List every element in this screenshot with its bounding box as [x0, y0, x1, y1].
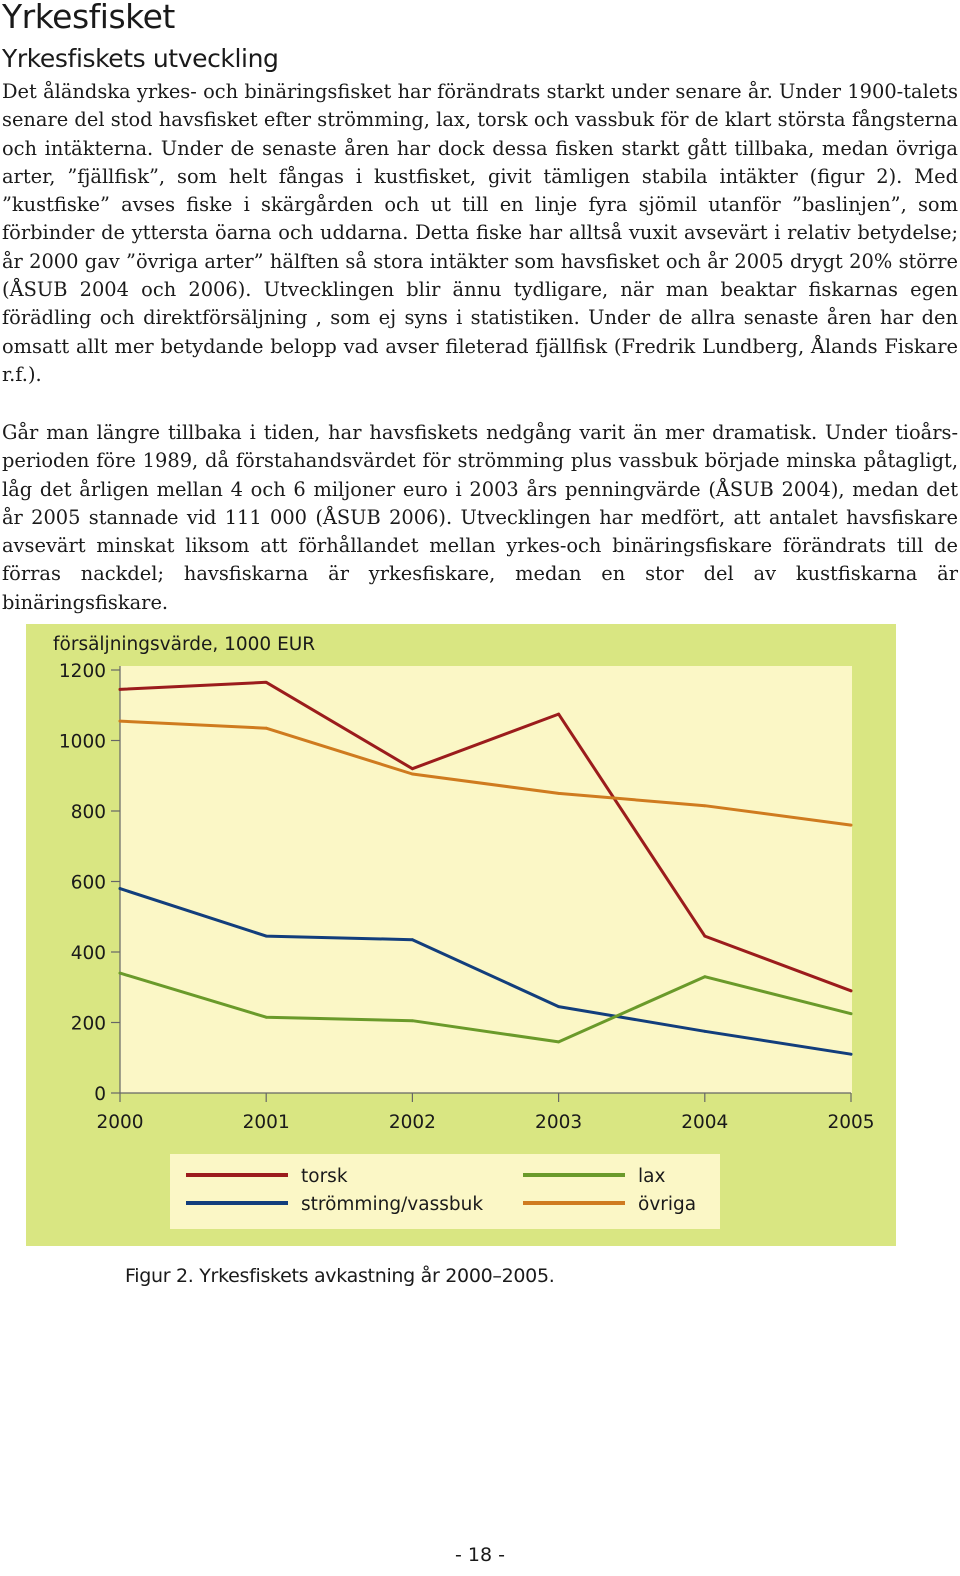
page-title: Yrkesfisket: [2, 0, 175, 36]
series-line-0: [118, 680, 853, 993]
data-point: [849, 823, 853, 827]
y-tick-label: 800: [71, 802, 106, 823]
data-point: [849, 1052, 853, 1056]
data-point: [411, 767, 414, 771]
data-point: [703, 975, 707, 979]
x-tick-label: 2004: [681, 1112, 728, 1133]
data-point: [703, 1029, 707, 1033]
page-number: - 18 -: [455, 1544, 505, 1566]
data-point: [703, 804, 707, 808]
paragraph-2: Går man längre tillbaka i tiden, har hav…: [2, 421, 958, 614]
y-tick-label: 400: [71, 943, 106, 964]
legend-label: strömming/vassbuk: [301, 1194, 483, 1215]
data-point: [118, 719, 122, 723]
x-tick-label: 2003: [535, 1112, 582, 1133]
data-point: [557, 712, 560, 716]
y-axis-label: försäljningsvärde, 1000 EUR: [53, 634, 315, 655]
data-point: [264, 680, 268, 684]
series-line-2: [118, 971, 853, 1044]
data-point: [118, 687, 122, 691]
x-tick-label: 2002: [389, 1112, 436, 1133]
y-tick-label: 200: [71, 1014, 106, 1035]
y-tick-label: 1000: [59, 732, 106, 753]
data-point: [264, 934, 268, 938]
x-tick-label: 2000: [96, 1112, 143, 1133]
data-point: [703, 934, 707, 938]
data-point: [411, 772, 414, 776]
data-point: [118, 971, 122, 975]
legend: torsk strömming/vassbuk lax övriga: [170, 1154, 720, 1229]
y-tick-label: 1200: [59, 661, 106, 682]
plot-area: [120, 666, 852, 1093]
data-point: [557, 1040, 560, 1044]
axes: 0 200 400 600 800 1000 1200 2000 2001 2002 2003 200…: [59, 661, 875, 1133]
y-tick-label: 600: [71, 873, 106, 894]
section-heading: Yrkesfiskets utveckling: [2, 44, 279, 73]
legend-box: [170, 1154, 720, 1229]
legend-label: torsk: [301, 1166, 348, 1187]
data-point: [849, 1012, 853, 1016]
data-point: [264, 726, 268, 730]
data-point: [411, 938, 414, 942]
figure-caption: Figur 2. Yrkesfiskets avkastning år 2000…: [125, 1265, 555, 1287]
series-line-1: [118, 887, 853, 1056]
data-point: [557, 1005, 560, 1009]
x-tick-label: 2005: [827, 1112, 874, 1133]
series-layer: [118, 680, 853, 1056]
data-point: [118, 887, 122, 890]
data-point: [849, 989, 853, 993]
data-point: [264, 1015, 268, 1019]
x-tick-label: 2001: [243, 1112, 290, 1133]
data-point: [557, 791, 560, 795]
chart-panel: 0 200 400 600 800 1000 1200 2000 2001 2002 2003 200…: [26, 624, 896, 1246]
legend-label: lax: [638, 1166, 665, 1187]
line-chart: 0 200 400 600 800 1000 1200 2000 2001 2002 2003 200…: [53, 634, 875, 1229]
y-tick-label: 0: [94, 1084, 106, 1105]
paragraph-1: Det åländska yrkes- och binäringsfisket …: [2, 80, 958, 386]
legend-label: övriga: [638, 1194, 696, 1215]
data-point: [411, 1019, 414, 1023]
series-line-3: [118, 719, 853, 827]
